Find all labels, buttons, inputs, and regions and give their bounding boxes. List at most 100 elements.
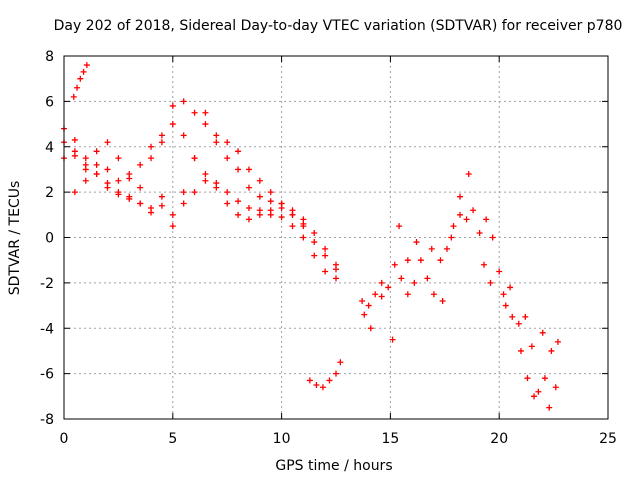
data-point xyxy=(367,325,374,332)
data-point xyxy=(396,223,403,230)
data-point xyxy=(522,313,529,320)
data-point xyxy=(267,189,274,196)
data-point xyxy=(82,166,89,173)
data-point xyxy=(180,98,187,105)
data-point xyxy=(83,62,90,69)
data-point xyxy=(524,375,531,382)
data-point xyxy=(424,275,431,282)
data-point xyxy=(158,132,165,139)
data-point xyxy=(148,155,155,162)
data-point xyxy=(158,202,165,209)
data-point xyxy=(548,347,555,354)
data-point xyxy=(337,359,344,366)
data-point xyxy=(507,284,514,291)
data-point xyxy=(535,388,542,395)
data-point xyxy=(450,223,457,230)
data-point xyxy=(465,170,472,177)
data-point xyxy=(115,155,122,162)
series-trace-b xyxy=(61,121,339,282)
data-point xyxy=(148,205,155,212)
data-point xyxy=(300,234,307,241)
data-point xyxy=(546,404,553,411)
x-tick-label: 5 xyxy=(168,431,177,447)
data-point xyxy=(319,384,326,391)
y-tick-label: -2 xyxy=(40,276,54,292)
y-tick-label: -6 xyxy=(40,367,54,383)
data-point xyxy=(104,166,111,173)
data-point xyxy=(169,211,176,218)
x-tick-label: 15 xyxy=(381,431,399,447)
data-point xyxy=(235,166,242,173)
data-point xyxy=(71,189,78,196)
data-point xyxy=(224,155,231,162)
x-axis-ticks: 0 5 10 15 20 25 xyxy=(60,56,617,447)
data-point xyxy=(137,161,144,168)
data-point xyxy=(531,393,538,400)
data-point xyxy=(430,291,437,298)
data-point xyxy=(77,75,84,82)
data-point xyxy=(411,279,418,286)
data-point xyxy=(169,121,176,128)
series-dip-segment xyxy=(306,359,344,391)
data-point xyxy=(235,148,242,155)
data-point xyxy=(311,229,318,236)
data-point xyxy=(515,320,522,327)
data-point xyxy=(311,252,318,259)
data-point xyxy=(80,68,87,75)
data-point xyxy=(267,211,274,218)
y-tick-label: 8 xyxy=(45,49,54,65)
data-point xyxy=(404,291,411,298)
data-point xyxy=(439,298,446,305)
x-tick-label: 10 xyxy=(273,431,291,447)
data-point xyxy=(245,205,252,212)
data-point xyxy=(448,234,455,241)
data-point xyxy=(104,139,111,146)
x-tick-label: 25 xyxy=(599,431,617,447)
data-point xyxy=(256,207,263,214)
series-trace-d xyxy=(71,109,307,230)
data-point xyxy=(267,198,274,205)
data-point xyxy=(300,220,307,227)
data-point xyxy=(470,207,477,214)
data-point xyxy=(289,211,296,218)
data-point xyxy=(483,216,490,223)
data-point xyxy=(404,257,411,264)
data-point xyxy=(333,275,339,282)
data-point xyxy=(180,200,187,207)
data-point xyxy=(322,268,329,275)
x-tick-label: 20 xyxy=(490,431,508,447)
data-point xyxy=(313,381,320,388)
data-point xyxy=(378,293,385,300)
data-point xyxy=(245,184,252,191)
x-axis-label: GPS time / hours xyxy=(275,458,392,474)
data-point xyxy=(398,275,405,282)
data-point xyxy=(126,193,133,200)
data-point xyxy=(496,268,503,275)
data-point xyxy=(378,279,385,286)
chart-title: Day 202 of 2018, Sidereal Day-to-day VTE… xyxy=(54,18,623,34)
series-afternoon-outliers xyxy=(361,170,559,411)
data-point xyxy=(311,239,318,246)
data-point xyxy=(389,336,396,343)
data-point xyxy=(487,279,494,286)
data-point xyxy=(359,298,366,305)
data-point xyxy=(509,313,516,320)
data-point xyxy=(158,139,165,146)
data-point xyxy=(365,302,372,309)
data-point xyxy=(489,234,496,241)
data-point xyxy=(278,205,285,212)
data-point xyxy=(333,266,339,273)
y-tick-label: 6 xyxy=(45,94,54,110)
series-trace-a xyxy=(61,136,339,268)
y-tick-label: 4 xyxy=(45,140,54,156)
data-point xyxy=(554,338,561,345)
data-point xyxy=(224,139,231,146)
data-point xyxy=(457,193,464,200)
data-point xyxy=(437,257,444,264)
data-point xyxy=(385,284,392,291)
data-point xyxy=(202,170,209,177)
data-point xyxy=(137,200,144,207)
data-point xyxy=(70,93,77,100)
y-tick-label: 2 xyxy=(45,185,54,201)
data-point xyxy=(235,198,242,205)
